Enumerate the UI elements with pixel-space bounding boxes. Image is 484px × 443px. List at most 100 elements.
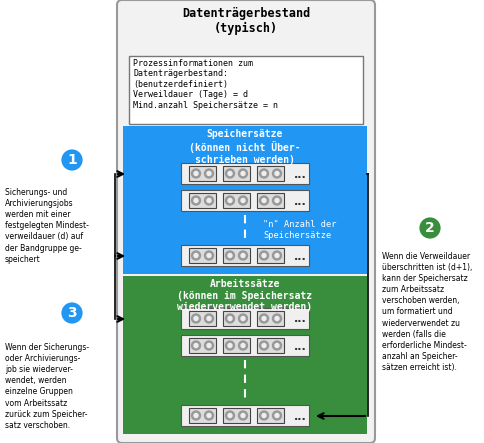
Bar [189, 311, 216, 326]
Circle shape [239, 341, 247, 350]
Circle shape [241, 413, 245, 417]
Circle shape [60, 301, 84, 325]
Bar [181, 190, 309, 211]
Text: ...: ... [294, 197, 306, 206]
Circle shape [275, 253, 279, 257]
Circle shape [192, 411, 200, 420]
Bar [129, 56, 363, 124]
Bar [257, 338, 284, 353]
Bar [189, 193, 216, 208]
Circle shape [228, 343, 232, 347]
Text: ...: ... [294, 252, 306, 261]
Circle shape [228, 198, 232, 202]
Circle shape [60, 148, 84, 172]
Circle shape [241, 171, 245, 175]
Circle shape [272, 196, 282, 205]
Circle shape [418, 216, 442, 240]
Circle shape [259, 411, 269, 420]
Circle shape [239, 196, 247, 205]
Bar [223, 166, 250, 181]
Circle shape [272, 169, 282, 178]
Circle shape [272, 314, 282, 323]
Text: ...: ... [294, 412, 306, 421]
Circle shape [205, 251, 213, 260]
Text: ...: ... [294, 170, 306, 179]
Circle shape [275, 316, 279, 320]
Circle shape [207, 171, 211, 175]
Circle shape [194, 198, 198, 202]
Bar [223, 193, 250, 208]
Circle shape [192, 341, 200, 350]
Circle shape [228, 316, 232, 320]
Circle shape [259, 341, 269, 350]
Circle shape [241, 343, 245, 347]
Bar [189, 166, 216, 181]
Circle shape [194, 171, 198, 175]
Circle shape [226, 169, 235, 178]
Circle shape [239, 169, 247, 178]
Circle shape [192, 169, 200, 178]
Circle shape [226, 314, 235, 323]
Text: Arbeitssätze
(können im Speichersatz
wiederverwendet werden): Arbeitssätze (können im Speichersatz wie… [178, 279, 313, 312]
Text: Sicherungs- und
Archivierungsjobs
werden mit einer
festgelegten Mindest-
verweil: Sicherungs- und Archivierungsjobs werden… [5, 188, 89, 264]
Circle shape [207, 413, 211, 417]
Bar [123, 126, 367, 274]
Circle shape [192, 196, 200, 205]
Circle shape [205, 341, 213, 350]
Circle shape [205, 196, 213, 205]
Bar [189, 338, 216, 353]
Bar [181, 163, 309, 184]
FancyBboxPatch shape [117, 0, 375, 443]
Circle shape [192, 314, 200, 323]
Bar [257, 408, 284, 423]
Circle shape [192, 251, 200, 260]
Circle shape [259, 251, 269, 260]
Text: 3: 3 [67, 306, 77, 320]
Circle shape [194, 343, 198, 347]
Text: Wenn der Sicherungs-
oder Archivierungs-
job sie wiederver-
wendet, werden
einze: Wenn der Sicherungs- oder Archivierungs-… [5, 343, 89, 430]
Circle shape [259, 314, 269, 323]
Circle shape [228, 413, 232, 417]
Circle shape [275, 343, 279, 347]
Text: ...: ... [294, 315, 306, 325]
Bar [189, 408, 216, 423]
Circle shape [228, 171, 232, 175]
Circle shape [207, 316, 211, 320]
Circle shape [194, 253, 198, 257]
Text: Speichersätze
(können nicht Über-
schrieben werden): Speichersätze (können nicht Über- schrie… [189, 129, 301, 165]
Circle shape [228, 253, 232, 257]
Circle shape [226, 251, 235, 260]
Text: ...: ... [294, 342, 306, 351]
Bar [223, 311, 250, 326]
Circle shape [239, 411, 247, 420]
Circle shape [207, 343, 211, 347]
Bar [223, 338, 250, 353]
Bar [181, 308, 309, 329]
Text: 1: 1 [67, 153, 77, 167]
Bar [257, 166, 284, 181]
Text: "n" Anzahl der
Speichersätze: "n" Anzahl der Speichersätze [263, 220, 336, 240]
Bar [257, 311, 284, 326]
Circle shape [259, 169, 269, 178]
Bar [257, 248, 284, 263]
Text: Datenträgerbestand
(typisch): Datenträgerbestand (typisch) [182, 7, 310, 35]
Bar [257, 193, 284, 208]
Circle shape [259, 196, 269, 205]
Circle shape [262, 198, 266, 202]
Circle shape [262, 316, 266, 320]
Circle shape [226, 196, 235, 205]
Circle shape [194, 316, 198, 320]
Circle shape [275, 171, 279, 175]
Circle shape [205, 169, 213, 178]
Circle shape [205, 411, 213, 420]
Circle shape [205, 314, 213, 323]
Circle shape [262, 253, 266, 257]
Circle shape [262, 413, 266, 417]
Circle shape [275, 413, 279, 417]
Circle shape [241, 316, 245, 320]
Circle shape [241, 198, 245, 202]
Bar [123, 276, 367, 434]
Circle shape [226, 411, 235, 420]
Bar [189, 248, 216, 263]
Bar [181, 405, 309, 426]
